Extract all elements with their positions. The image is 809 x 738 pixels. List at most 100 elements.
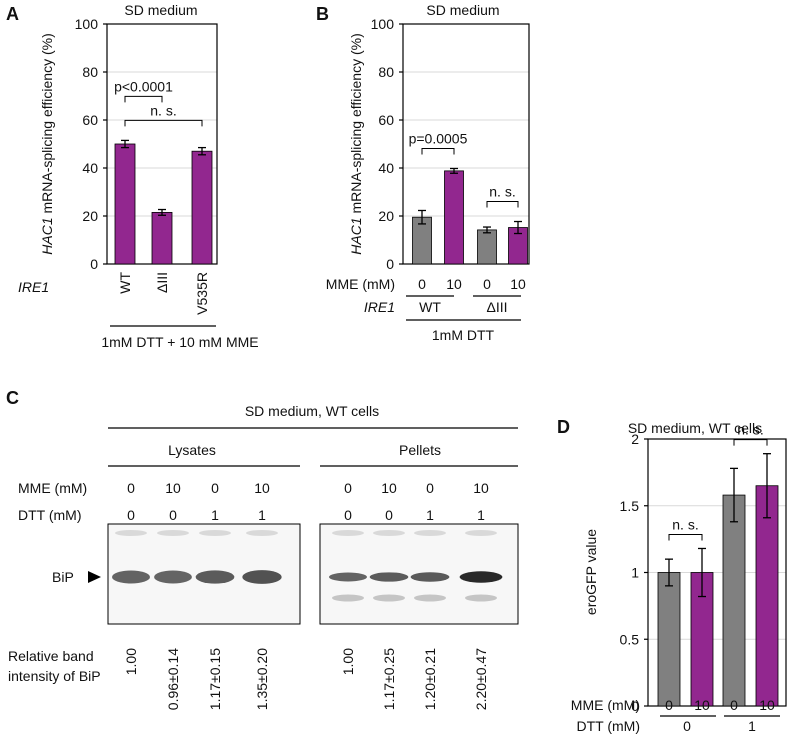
d-bracket <box>733 439 768 446</box>
b-y-tick-label: 60 <box>378 112 394 128</box>
panel-d-bars <box>657 453 779 707</box>
b-y-tick-label: 80 <box>378 64 394 80</box>
panel-b-mme-value: 10 <box>510 276 526 292</box>
d-y-tick-label: 2 <box>631 431 639 447</box>
bip-arrow-icon <box>88 571 101 583</box>
panel-d-y-axis-label: eroGFP value <box>583 529 599 615</box>
panel-b-y-axis-label: HAC1 mRNA-splicing efficiency (%) <box>348 33 364 254</box>
panel-b-mme-value: 0 <box>483 276 491 292</box>
panel-d-title: SD medium, WT cells <box>628 420 762 436</box>
blot-dtt-value: 0 <box>344 507 352 523</box>
a-annotation-text: p<0.0001 <box>114 78 173 94</box>
panel-a-bars <box>114 139 213 265</box>
panel-a-y-axis-label-gene: HAC1 <box>39 217 55 254</box>
bip-band <box>154 570 192 584</box>
blot-dtt-value: 1 <box>211 507 219 523</box>
panel-b-genotype-delta-iii: ΔIII <box>486 299 507 315</box>
d-bracket <box>668 533 703 541</box>
panel-d-mme-value: 0 <box>730 697 738 713</box>
a-y-tick-label: 60 <box>82 112 98 128</box>
blot-mme-label: MME (mM) <box>18 480 87 496</box>
panel-b-gridlines <box>403 71 529 217</box>
panel-b-y-axis-label-text: mRNA-splicing efficiency (%) <box>348 33 364 217</box>
b-annotation-text: p=0.0005 <box>409 130 468 146</box>
panel-d-label: D <box>557 417 570 437</box>
blot-mme-value: 0 <box>211 480 219 496</box>
b-bracket <box>486 201 519 208</box>
panel-a: A SD medium HAC1 mRNA-splicing efficienc… <box>6 2 259 350</box>
d-y-tick-label: 0.5 <box>620 631 640 647</box>
blot-dtt-value: 0 <box>169 507 177 523</box>
panel-a-annotations: p<0.0001 n. s. <box>114 78 203 127</box>
blot-band-label: BiP <box>52 569 74 585</box>
b-y-tick-label: 100 <box>371 16 395 32</box>
d-bar <box>657 572 681 707</box>
panel-a-y-ticks: 0 20 40 60 80 100 <box>75 16 107 272</box>
lower-faint-band <box>332 594 364 602</box>
b-bar <box>444 170 464 265</box>
panel-b-mme-value: 10 <box>446 276 462 292</box>
blot-intensity-label-1: Relative band <box>8 648 94 664</box>
blot-intensity-value: 1.35±0.20 <box>254 648 270 710</box>
lower-faint-band <box>373 594 405 602</box>
blot-mme-value: 10 <box>254 480 270 496</box>
a-bar <box>114 143 136 265</box>
blot-mme-value: 0 <box>426 480 434 496</box>
lower-faint-band <box>414 594 446 602</box>
a-bar <box>151 211 173 265</box>
panel-b-mme-value: 0 <box>418 276 426 292</box>
panel-a-y-axis-label-text: mRNA-splicing efficiency (%) <box>39 33 55 217</box>
panel-d-dtt-1: 1 <box>748 718 756 734</box>
bip-band <box>242 570 282 584</box>
a-y-tick-label: 20 <box>82 208 98 224</box>
lower-faint-band <box>465 594 497 602</box>
d-y-tick-label: 1.5 <box>620 498 640 514</box>
panel-b-mme-label: MME (mM) <box>326 276 395 292</box>
blot-bands <box>112 530 503 602</box>
blot-intensity-value: 0.96±0.14 <box>165 648 181 710</box>
panel-a-category-label: WT <box>117 272 133 294</box>
panel-a-condition: 1mM DTT + 10 mM MME <box>101 334 258 350</box>
d-bar <box>722 494 746 707</box>
d-annotation-text: n. s. <box>737 422 763 438</box>
b-y-tick-label: 40 <box>378 160 394 176</box>
panel-b-annotations: p=0.0005 n. s. <box>409 130 519 208</box>
b-annotation-text: n. s. <box>489 184 515 200</box>
upper-faint-band <box>332 530 364 536</box>
bip-band <box>329 572 367 582</box>
blot-intensity-values: 1.00 0.96±0.14 1.17±0.15 1.35±0.20 1.00 1.17±… <box>123 648 489 710</box>
bip-band <box>410 572 450 582</box>
d-y-tick-label: 1 <box>631 565 639 581</box>
blot-dtt-value: 0 <box>385 507 393 523</box>
blot-intensity-value: 1.20±0.21 <box>422 648 438 710</box>
upper-faint-band <box>414 530 446 536</box>
blot-dtt-value: 1 <box>477 507 485 523</box>
blot-mme-value: 10 <box>473 480 489 496</box>
panel-a-title: SD medium <box>124 2 197 18</box>
blot-mme-value: 0 <box>127 480 135 496</box>
d-y-tick-label: 0 <box>631 698 639 714</box>
upper-faint-band <box>199 530 231 536</box>
blot-group-pellets: Pellets <box>399 442 441 458</box>
upper-faint-band <box>157 530 189 536</box>
blot-group-lysates: Lysates <box>168 442 216 458</box>
panel-a-category-label: V535R <box>194 272 210 315</box>
panel-b-label: B <box>316 4 329 24</box>
panel-d-dtt-label: DTT (mM) <box>577 718 641 734</box>
a-y-tick-label: 0 <box>90 256 98 272</box>
bip-band <box>369 572 409 582</box>
upper-faint-band <box>115 530 147 536</box>
panel-b-plot-frame <box>402 23 530 265</box>
a-bracket <box>124 95 163 103</box>
blot-intensity-value: 1.17±0.25 <box>381 648 397 710</box>
b-y-tick-label: 0 <box>386 256 394 272</box>
panel-a-ire1-label: IRE1 <box>18 279 49 295</box>
b-bar <box>477 229 497 265</box>
panel-b-bars <box>412 167 528 265</box>
upper-faint-band <box>373 530 405 536</box>
panel-b: B SD medium HAC1 mRNA-splicing efficienc… <box>316 2 530 343</box>
blot-mme-value: 0 <box>344 480 352 496</box>
panel-b-genotype-wt: WT <box>419 299 441 315</box>
